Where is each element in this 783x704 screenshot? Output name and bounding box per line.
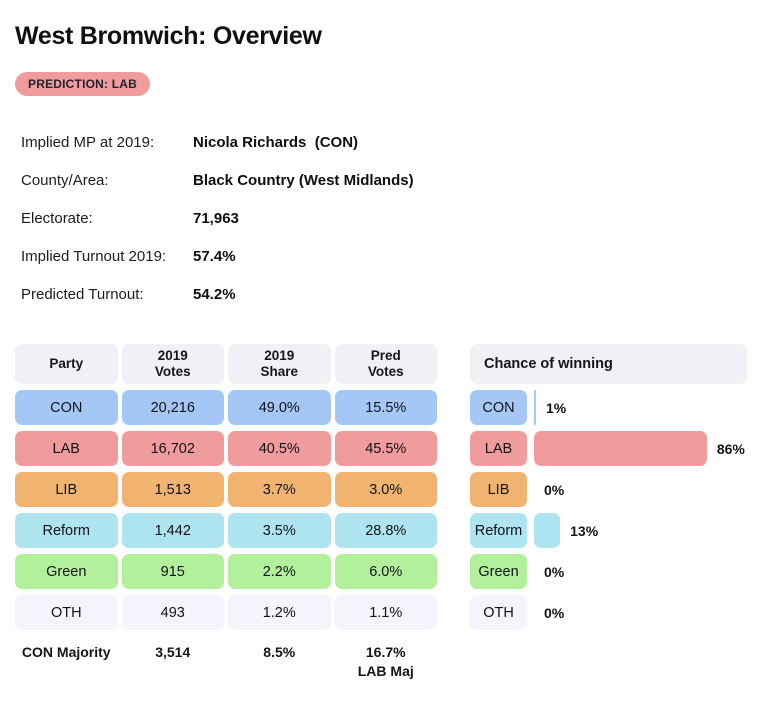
detail-label: Predicted Turnout:: [21, 285, 144, 303]
party-cell: CON: [15, 390, 118, 425]
chance-bar: [534, 431, 707, 466]
page-title: West Bromwich: Overview: [15, 22, 322, 50]
chance-percent: 1%: [546, 399, 567, 416]
share-2019-cell: 3.7%: [228, 472, 331, 507]
pred-votes-cell: 1.1%: [334, 595, 437, 630]
chance-row: Reform 13%: [470, 513, 747, 548]
constituency-details: Implied MP at 2019: Nicola Richards (CON…: [21, 123, 783, 313]
detail-value: 71,963: [193, 209, 239, 227]
detail-value: Black Country (West Midlands): [193, 171, 414, 189]
votes-2019-cell: 1,513: [121, 472, 224, 507]
chance-of-winning-panel: Chance of winning CON 1% LAB 86% LIB: [470, 344, 747, 630]
party-cell: LAB: [15, 431, 118, 466]
votes-2019-cell: 915: [121, 554, 224, 589]
results-table: Party 2019 Votes 2019 Share Pred Votes C…: [15, 344, 437, 630]
detail-label: Implied Turnout 2019:: [21, 247, 167, 265]
party-cell: LIB: [15, 472, 118, 507]
votes-2019-cell: 16,702: [121, 431, 224, 466]
majority-label: CON Majority: [21, 644, 111, 660]
constituency-overview-page: West Bromwich: Overview PREDICTION: LAB …: [15, 22, 783, 681]
bar-track: 0%: [534, 554, 735, 589]
chance-panel-title: Chance of winning: [470, 344, 747, 384]
majority-share: 8.5%: [263, 644, 296, 660]
main-content: Party 2019 Votes 2019 Share Pred Votes C…: [15, 344, 783, 630]
party-label: OTH: [470, 595, 527, 630]
pred-votes-cell: 15.5%: [334, 390, 437, 425]
detail-value: 57.4%: [193, 247, 236, 265]
party-label: LAB: [470, 431, 527, 466]
column-header-2019-votes: 2019 Votes: [121, 344, 224, 384]
share-2019-cell: 40.5%: [228, 431, 331, 466]
party-label: LIB: [470, 472, 527, 507]
detail-label: County/Area:: [21, 171, 109, 189]
votes-2019-cell: 20,216: [121, 390, 224, 425]
detail-label: Implied MP at 2019:: [21, 133, 155, 151]
bar-track: 0%: [534, 472, 735, 507]
chance-percent: 0%: [544, 604, 565, 621]
pred-votes-cell: 45.5%: [334, 431, 437, 466]
column-header-2019-share: 2019 Share: [228, 344, 331, 384]
votes-2019-cell: 1,442: [121, 513, 224, 548]
detail-value: 54.2%: [193, 285, 236, 303]
party-cell: OTH: [15, 595, 118, 630]
chance-percent: 0%: [544, 481, 565, 498]
chance-percent: 86%: [716, 440, 745, 457]
majority-votes: 3,514: [155, 644, 191, 660]
bar-track: 13%: [534, 513, 735, 548]
share-2019-cell: 2.2%: [228, 554, 331, 589]
party-cell: Green: [15, 554, 118, 589]
party-label: Reform: [470, 513, 527, 548]
detail-row-implied-mp: Implied MP at 2019: Nicola Richards (CON…: [21, 123, 783, 161]
chance-percent: 13%: [570, 522, 599, 539]
party-label: CON: [470, 390, 527, 425]
pred-votes-cell: 3.0%: [334, 472, 437, 507]
column-header-party: Party: [15, 344, 118, 384]
pred-votes-cell: 6.0%: [334, 554, 437, 589]
share-2019-cell: 3.5%: [228, 513, 331, 548]
chance-row: Green 0%: [470, 554, 747, 589]
prediction-badge: PREDICTION: LAB: [15, 72, 150, 96]
detail-row-county-area: County/Area: Black Country (West Midland…: [21, 161, 783, 199]
bar-track: 1%: [534, 390, 735, 425]
share-2019-cell: 1.2%: [228, 595, 331, 630]
chance-row: LIB 0%: [470, 472, 747, 507]
party-label: Green: [470, 554, 527, 589]
chance-bar: [534, 390, 536, 425]
party-cell: Reform: [15, 513, 118, 548]
chance-percent: 0%: [544, 563, 565, 580]
chance-row: CON 1%: [470, 390, 747, 425]
chance-row: LAB 86%: [470, 431, 747, 466]
detail-row-implied-turnout: Implied Turnout 2019: 57.4%: [21, 237, 783, 275]
chance-bar: [534, 513, 561, 548]
predicted-majority: 16.7% LAB Maj: [357, 644, 414, 679]
column-header-pred-votes: Pred Votes: [334, 344, 437, 384]
chance-row: OTH 0%: [470, 595, 747, 630]
detail-row-electorate: Electorate: 71,963: [21, 199, 783, 237]
majority-footer-row: CON Majority 3,514 8.5% 16.7% LAB Maj: [15, 643, 437, 681]
detail-row-predicted-turnout: Predicted Turnout: 54.2%: [21, 275, 783, 313]
share-2019-cell: 49.0%: [228, 390, 331, 425]
pred-votes-cell: 28.8%: [334, 513, 437, 548]
bar-track: 0%: [534, 595, 735, 630]
bar-track: 86%: [534, 431, 745, 466]
detail-value: Nicola Richards (CON): [193, 133, 359, 151]
votes-2019-cell: 493: [121, 595, 224, 630]
detail-label: Electorate:: [21, 209, 93, 227]
